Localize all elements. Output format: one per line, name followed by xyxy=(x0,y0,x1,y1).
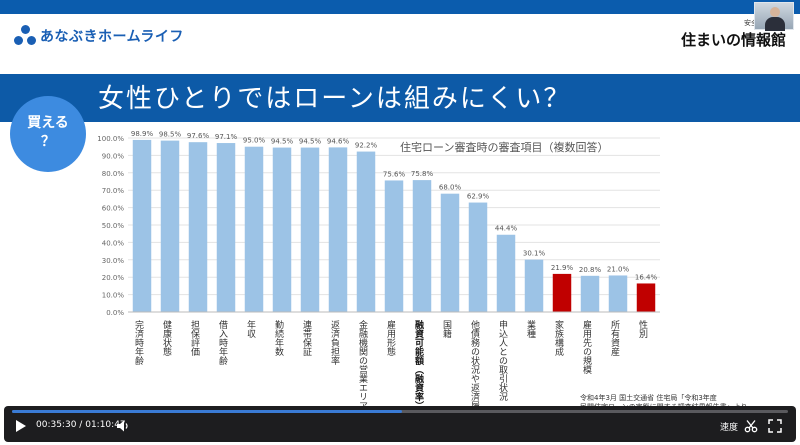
value-label: 21.0% xyxy=(607,265,630,273)
bar xyxy=(496,234,516,312)
progress-track[interactable] xyxy=(12,410,788,413)
category-label: 金融機関の営業エリア xyxy=(357,319,368,410)
value-label: 16.4% xyxy=(635,273,658,281)
value-label: 44.4% xyxy=(495,225,518,233)
value-label: 20.8% xyxy=(579,266,602,274)
current-time: 00:35:30 xyxy=(36,420,77,430)
category-label: 返済負担率 xyxy=(329,319,340,366)
bar xyxy=(300,147,320,312)
category-label: 雇用先の規模 xyxy=(581,319,592,375)
value-label: 21.9% xyxy=(551,264,574,272)
value-label: 95.0% xyxy=(243,137,266,145)
source-line-1: 令和4年3月 国土交通省 住宅局「令和3年度 xyxy=(580,394,717,402)
bar xyxy=(272,147,292,312)
logo-text: あなぶきホームライフ xyxy=(40,29,184,45)
bar xyxy=(244,146,264,312)
category-label: 家族構成 xyxy=(553,319,564,357)
value-label: 94.5% xyxy=(299,138,322,146)
y-tick-label: 60.0% xyxy=(102,205,125,213)
y-tick-label: 70.0% xyxy=(102,187,125,195)
video-control-bar: 00:35:30 / 01:10:47 速度 xyxy=(4,406,796,442)
question-badge: 買える ？ xyxy=(10,96,86,172)
brand-name: 住まいの情報館 xyxy=(680,31,786,49)
y-tick-label: 20.0% xyxy=(102,274,125,282)
y-tick-label: 10.0% xyxy=(102,292,125,300)
y-tick-label: 30.0% xyxy=(102,257,125,265)
title-band xyxy=(0,74,800,122)
time-display: 00:35:30 / 01:10:47 xyxy=(36,420,126,430)
bar xyxy=(524,259,544,312)
category-label: 所有資産 xyxy=(609,320,620,357)
logo-mark-icon xyxy=(14,25,36,47)
value-label: 98.5% xyxy=(159,131,182,139)
value-label: 30.1% xyxy=(523,250,546,258)
bar xyxy=(188,142,208,312)
bar xyxy=(384,180,404,312)
category-label: 年収 xyxy=(245,319,256,339)
bar xyxy=(552,273,572,312)
bar xyxy=(356,151,376,312)
category-label: 業種 xyxy=(525,319,536,339)
y-tick-label: 100.0% xyxy=(97,135,124,143)
value-label: 94.6% xyxy=(327,137,350,145)
category-label: 健康状態 xyxy=(161,319,172,356)
bar xyxy=(412,180,432,312)
bar-chart: 0.0% 10.0% 20.0% 30.0% 40.0% 50.0% 60.0% 70.0% 8… xyxy=(97,130,660,418)
y-tick-label: 0.0% xyxy=(106,309,124,317)
bar xyxy=(468,202,488,312)
value-label: 94.5% xyxy=(271,138,294,146)
value-label: 97.1% xyxy=(215,133,238,141)
presenter-head xyxy=(770,7,780,17)
category-label: 国籍 xyxy=(441,320,452,339)
volume-icon[interactable] xyxy=(116,419,130,433)
category-label: 完済時年齢 xyxy=(133,319,144,366)
category-label: 融資可能額（融資率） xyxy=(413,319,425,410)
duration: 01:10:47 xyxy=(85,420,126,430)
bar xyxy=(608,275,628,312)
category-label: 雇用形態 xyxy=(385,319,396,356)
play-icon[interactable] xyxy=(16,420,26,432)
y-tick-label: 50.0% xyxy=(102,222,125,230)
bar xyxy=(636,283,656,312)
category-label: 借入時年齢 xyxy=(217,319,228,366)
category-label: 連帯保証 xyxy=(301,319,312,357)
presenter-body xyxy=(765,17,785,31)
category-label: 勤続年数 xyxy=(273,319,284,357)
bar xyxy=(216,143,236,312)
chart-title: 住宅ローン審査時の審査項目（複数回答） xyxy=(400,141,609,154)
speed-button[interactable]: 速度 xyxy=(720,423,739,433)
webcam-thumbnail xyxy=(754,2,794,31)
badge-line2: ？ xyxy=(41,134,55,150)
badge-line1: 買える xyxy=(27,115,69,131)
scissors-icon[interactable] xyxy=(744,419,758,433)
bar xyxy=(580,275,600,312)
logo: あなぶきホームライフ xyxy=(14,25,184,47)
bar xyxy=(328,147,348,312)
category-label: 申込人との取引状況 xyxy=(497,319,508,402)
header-strip xyxy=(0,0,800,14)
fullscreen-icon[interactable] xyxy=(768,419,782,433)
category-label: 性別 xyxy=(637,319,648,339)
y-tick-label: 80.0% xyxy=(102,170,125,178)
value-label: 62.9% xyxy=(467,193,490,201)
value-label: 98.9% xyxy=(131,130,154,138)
value-label: 92.2% xyxy=(355,142,378,150)
bar xyxy=(440,193,460,312)
bar xyxy=(160,140,180,312)
progress-fill xyxy=(12,410,402,413)
value-label: 75.8% xyxy=(411,170,434,178)
slide-title: 女性ひとりではローンは組みにくい？ xyxy=(98,84,572,114)
y-tick-label: 40.0% xyxy=(102,239,125,247)
value-label: 97.6% xyxy=(187,132,210,140)
time-separator: / xyxy=(79,420,83,430)
bar xyxy=(132,139,152,312)
category-label: 他債務の状況や返済履歴 xyxy=(469,319,480,418)
value-label: 68.0% xyxy=(439,184,462,192)
category-label: 担保評価 xyxy=(189,319,200,356)
value-label: 75.6% xyxy=(383,170,406,178)
y-tick-label: 90.0% xyxy=(102,152,125,160)
